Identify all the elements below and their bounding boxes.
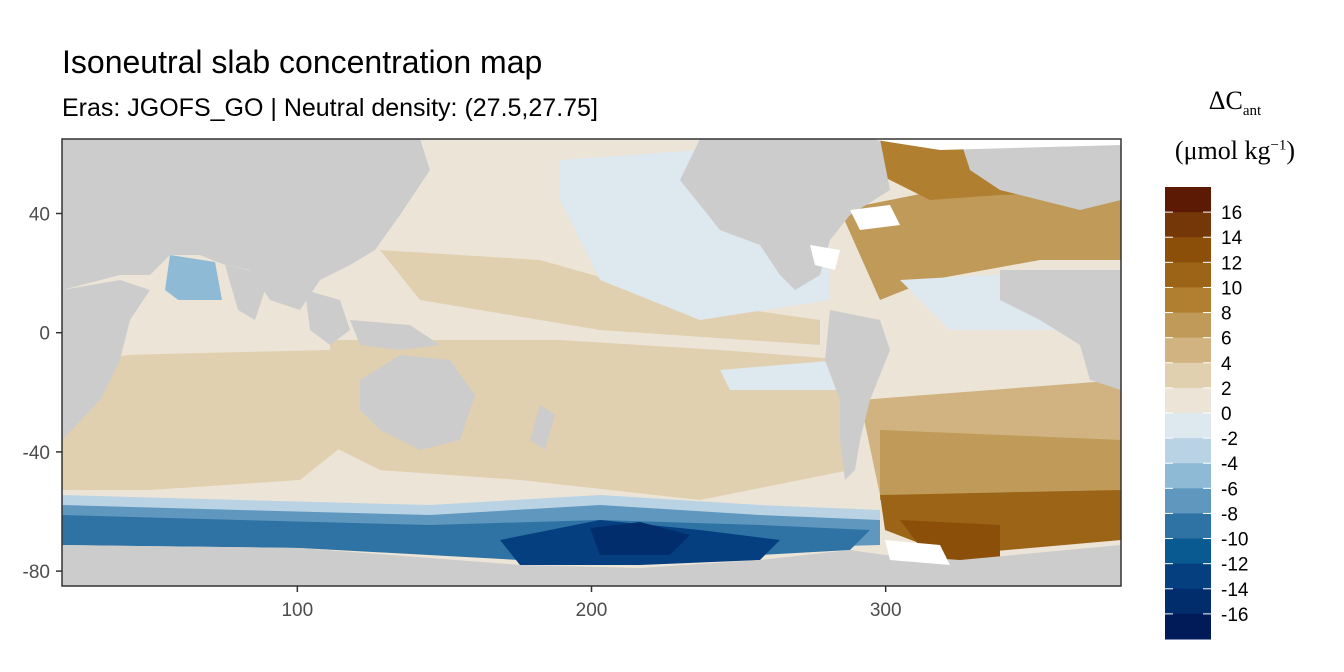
colorbar-swatch <box>1165 613 1211 640</box>
colorbar: 16 14 12 10 8 6 4 2 0 -2 -4 -6 -8 -10 -12 -14 -16 <box>1165 187 1249 640</box>
colorbar-swatch <box>1165 588 1211 615</box>
land-europe <box>960 139 1121 210</box>
land-africa <box>62 280 150 440</box>
colorbar-label: 12 <box>1221 253 1242 274</box>
colorbar-label: 2 <box>1221 379 1232 400</box>
y-tick-label: -80 <box>23 562 50 583</box>
land-south-america <box>825 310 890 480</box>
tropical-pacific-region <box>380 250 820 345</box>
x-tick-label: 300 <box>870 600 902 621</box>
no-data-weddell-shelf <box>885 540 950 565</box>
colorbar-swatch <box>1165 538 1211 565</box>
colorbar-swatch <box>1165 513 1211 540</box>
arabian-sea-region <box>165 255 222 305</box>
no-data-arctic <box>870 139 1121 150</box>
colorbar-swatch <box>1165 287 1211 314</box>
colorbar-label: 8 <box>1221 304 1232 325</box>
colorbar-swatch <box>1165 413 1211 439</box>
land-west-africa <box>1000 270 1121 390</box>
no-data-areas <box>810 139 1121 565</box>
colorbar-swatch <box>1165 463 1211 489</box>
x-tick-label: 200 <box>576 600 608 621</box>
southern-ocean-bands <box>62 495 880 565</box>
land-antarctica <box>62 545 1121 586</box>
land-north-america <box>680 139 890 290</box>
legend-units: (μmol kg−1) <box>1174 136 1296 165</box>
colorbar-swatch <box>1165 312 1211 339</box>
colorbar-label: -12 <box>1221 555 1248 576</box>
colorbar-swatch <box>1165 262 1211 288</box>
colorbar-swatch <box>1165 187 1211 213</box>
colorbar-label: -10 <box>1221 530 1248 551</box>
north-atlantic-region <box>840 180 1121 300</box>
east-pacific-patch <box>720 360 840 390</box>
y-tick-label: 40 <box>29 205 50 226</box>
land-southeast-asia <box>305 290 350 345</box>
colorbar-swatch <box>1165 362 1211 389</box>
colorbar-label: -2 <box>1221 429 1238 450</box>
colorbar-label: 0 <box>1221 404 1232 425</box>
land-maritime <box>350 320 440 350</box>
land-asia <box>62 139 430 310</box>
x-tick-label: 100 <box>281 600 313 621</box>
south-atlantic-deep-region <box>880 430 1121 500</box>
colorbar-swatch <box>1165 237 1211 263</box>
colorbar-swatch <box>1165 387 1211 414</box>
colorbar-swatch <box>1165 212 1211 238</box>
colorbar-swatch <box>1165 438 1211 464</box>
colorbar-label: -8 <box>1221 504 1238 525</box>
y-tick-label: 0 <box>39 324 50 345</box>
indian-tropical-region <box>120 300 330 355</box>
colorbar-label: -14 <box>1221 580 1249 601</box>
no-data-gulf <box>810 245 840 270</box>
colorbar-label: 6 <box>1221 329 1232 350</box>
colorbar-label: 4 <box>1221 354 1232 375</box>
land-australia <box>360 355 475 450</box>
land-india <box>225 265 270 320</box>
map-subtitle: Eras: JGOFS_GO | Neutral density: (27.5,… <box>62 94 598 122</box>
colorbar-label: -16 <box>1221 605 1248 626</box>
colorbar-label: 16 <box>1221 203 1242 224</box>
indian-ocean-region <box>62 345 350 490</box>
ross-sea-deepest <box>590 522 690 555</box>
colorbar-swatch <box>1165 488 1211 514</box>
no-data-labrador <box>850 205 900 230</box>
land-new-zealand <box>530 405 555 450</box>
map-title: Isoneutral slab concentration map <box>62 44 543 80</box>
colorbar-label: 14 <box>1221 228 1243 249</box>
land-masses <box>62 139 1121 586</box>
colorbar-label: -4 <box>1221 454 1238 475</box>
ocean-regions <box>62 140 1121 560</box>
legend-title: ΔCant <box>1208 86 1262 120</box>
colorbar-swatch <box>1165 337 1211 364</box>
y-tick-label: -40 <box>23 443 50 464</box>
colorbar-label: 10 <box>1221 278 1242 299</box>
colorbar-swatch <box>1165 563 1211 590</box>
colorbar-label: -6 <box>1221 479 1238 500</box>
